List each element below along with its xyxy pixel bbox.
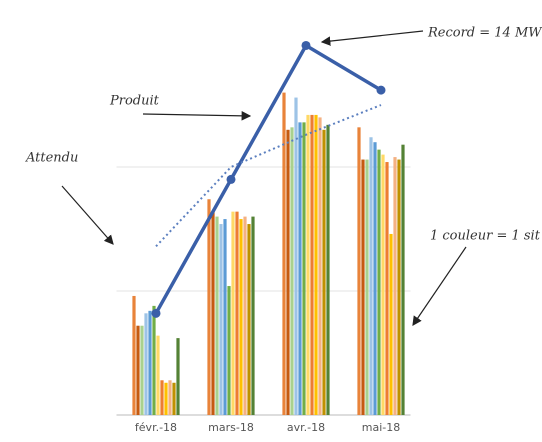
bar — [227, 286, 231, 415]
bar — [357, 127, 361, 415]
x-tick-label: mars-18 — [208, 421, 254, 434]
bar — [251, 216, 255, 415]
arrow — [142, 111, 252, 121]
bar — [377, 149, 381, 415]
bar — [247, 224, 251, 415]
point — [301, 40, 311, 50]
bar — [168, 380, 172, 415]
annotation: Record = 14 MW — [427, 26, 542, 41]
x-tick-label: mai-18 — [362, 421, 400, 434]
bar — [176, 338, 180, 415]
arrow — [412, 246, 467, 326]
bar — [385, 162, 389, 415]
annotation: 1 couleur = 1 sit — [430, 229, 541, 244]
annotation: Produit — [109, 94, 160, 109]
line — [155, 104, 382, 248]
bar — [164, 382, 168, 415]
bar — [306, 114, 310, 416]
bar — [302, 122, 306, 416]
bar — [401, 144, 405, 415]
arrow — [320, 30, 424, 46]
bar — [361, 159, 365, 415]
bar — [144, 313, 148, 415]
point — [376, 85, 386, 95]
point — [151, 308, 161, 318]
bar — [156, 335, 160, 415]
bar — [211, 211, 215, 415]
point — [226, 174, 236, 184]
bar — [294, 97, 298, 415]
x-tick-label: févr.-18 — [135, 421, 177, 434]
bar — [373, 142, 377, 415]
bar — [286, 129, 290, 416]
bar — [318, 117, 322, 416]
bar — [322, 129, 326, 416]
bar — [160, 380, 164, 415]
bar — [215, 216, 219, 415]
bar — [389, 233, 393, 415]
bar — [397, 159, 401, 415]
bar — [282, 92, 286, 415]
bar — [393, 157, 397, 415]
bar — [314, 114, 318, 416]
bar — [365, 159, 369, 415]
x-tick-label: avr.-18 — [287, 421, 325, 434]
bar — [298, 122, 302, 416]
bar — [140, 325, 144, 415]
bar — [132, 295, 136, 415]
bar — [326, 124, 330, 415]
bar — [207, 199, 211, 415]
line — [154, 43, 382, 315]
bar — [381, 154, 385, 415]
bar — [239, 219, 243, 415]
bar — [223, 219, 227, 415]
bar — [148, 310, 152, 415]
bar — [243, 216, 247, 415]
bar — [172, 382, 176, 415]
bar — [136, 325, 140, 415]
bar — [152, 305, 156, 415]
bar — [290, 127, 294, 415]
arrow — [61, 185, 114, 245]
bar — [219, 224, 223, 415]
bar — [231, 211, 235, 415]
annotation: Attendu — [25, 151, 78, 166]
bar — [235, 211, 239, 415]
bar — [310, 114, 314, 416]
bar — [369, 137, 373, 416]
